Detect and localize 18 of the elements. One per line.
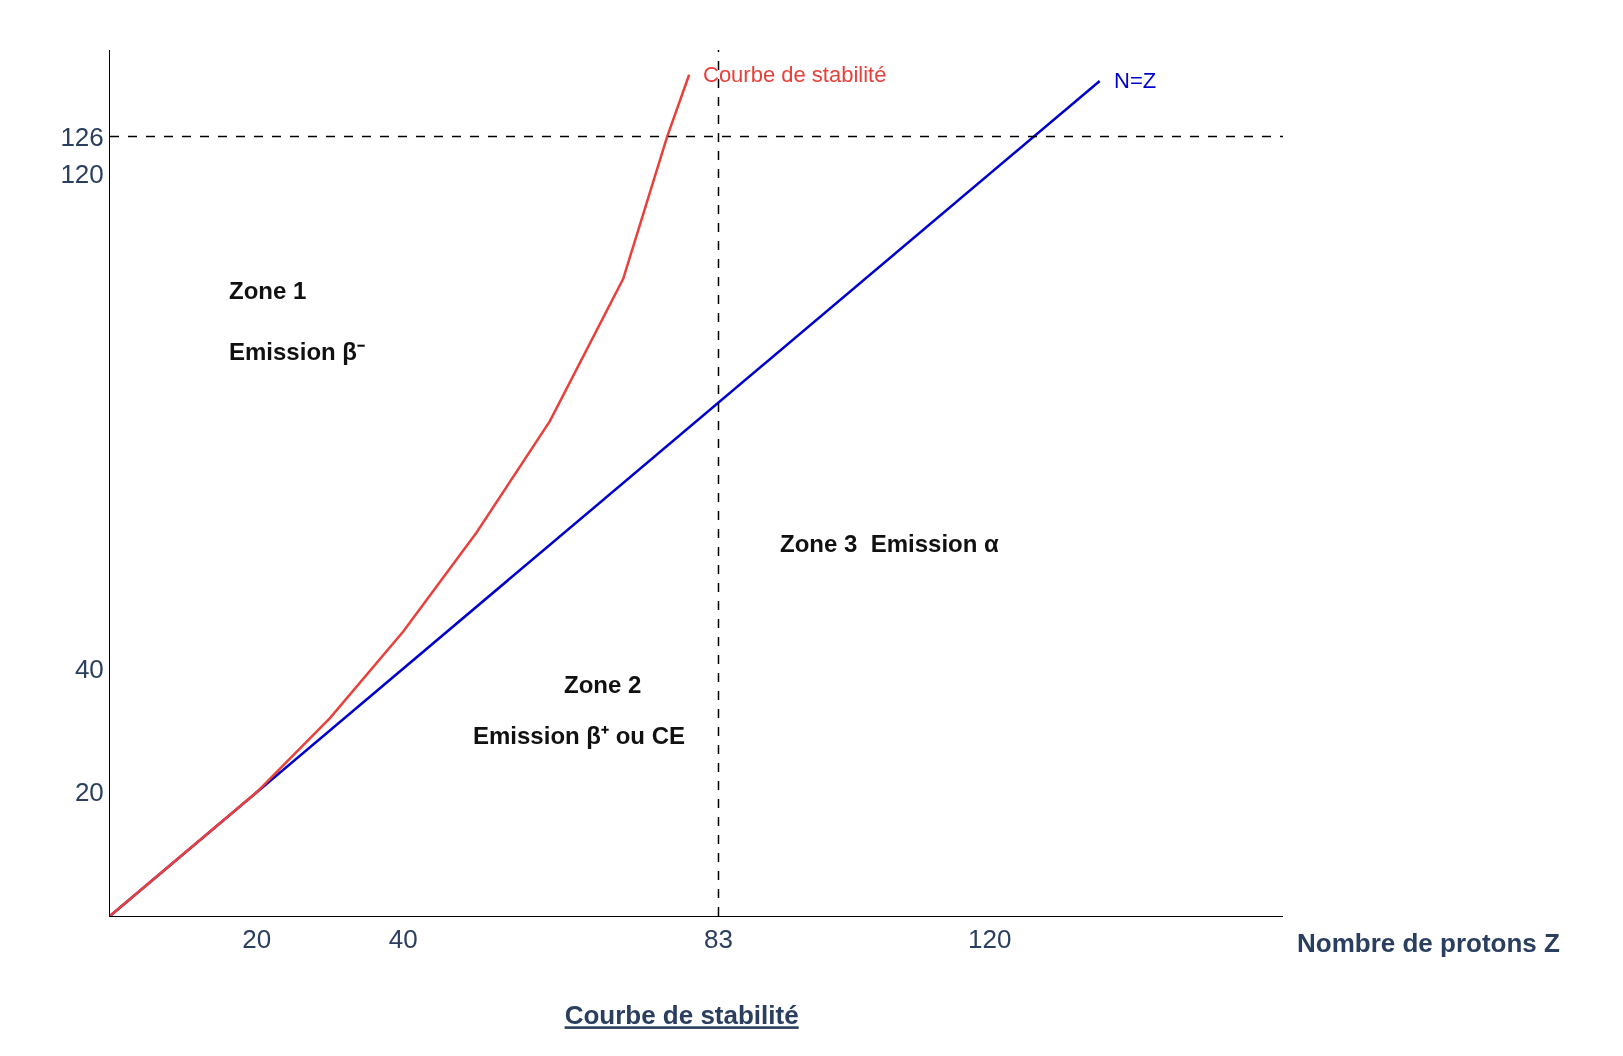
y-tick-label: 120 [60, 158, 104, 189]
series-label: N=Z [1114, 68, 1157, 93]
y-tick-label: 20 [74, 777, 104, 808]
annotation: Zone 1 [229, 277, 307, 304]
y-tick-label: 126 [60, 121, 104, 152]
annotation: Emission β⁺ ou CE [473, 722, 686, 749]
annotation: Zone 2 [564, 671, 642, 698]
x-tick-label: 120 [968, 924, 1012, 955]
series-label: Courbe de stabilité [703, 62, 887, 87]
x-tick-label: 40 [388, 924, 418, 955]
annotation: Zone 3 Emission α [780, 530, 1000, 557]
annotation: Emission β⁻ [229, 338, 366, 365]
x-axis-title: Nombre de protons Z [1297, 928, 1561, 958]
line-series [110, 73, 691, 916]
text: Courbe de stabilité [564, 1000, 799, 1031]
y-tick-label: 40 [74, 653, 104, 684]
x-tick-label: 83 [704, 924, 733, 955]
x-tick-label: 20 [242, 924, 272, 955]
